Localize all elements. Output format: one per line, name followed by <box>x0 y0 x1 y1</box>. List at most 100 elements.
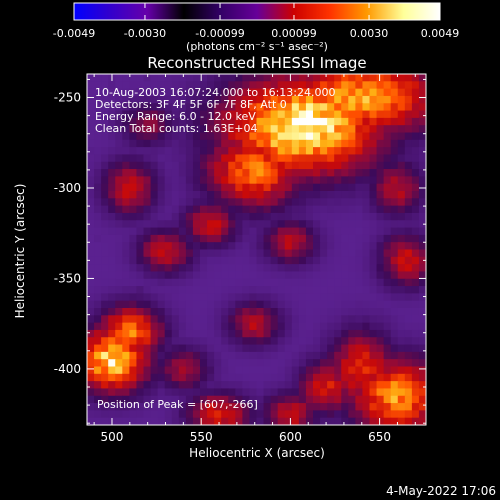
heatmap-pixel <box>143 271 152 280</box>
heatmap-pixel <box>270 169 279 177</box>
heatmap-pixel <box>150 359 159 368</box>
heatmap-pixel <box>291 329 300 338</box>
heatmap-pixel <box>284 410 293 419</box>
heatmap-pixel <box>129 278 138 287</box>
heatmap-pixel <box>228 322 236 331</box>
heatmap-pixel <box>362 286 371 294</box>
heatmap-pixel <box>390 359 399 368</box>
heatmap-pixel <box>164 249 173 258</box>
heatmap-pixel <box>320 264 328 273</box>
heatmap-pixel <box>207 286 215 294</box>
heatmap-pixel <box>242 278 251 287</box>
heatmap-pixel <box>185 366 194 375</box>
heatmap-pixel <box>235 373 243 382</box>
heatmap-pixel <box>320 286 328 294</box>
heatmap-pixel <box>249 395 258 404</box>
heatmap-pixel <box>313 198 321 207</box>
heatmap-pixel <box>418 315 426 324</box>
heatmap-pixel <box>369 81 378 90</box>
y-tick-label: -400 <box>54 362 81 376</box>
heatmap-pixel <box>129 417 138 425</box>
heatmap-pixel <box>355 300 364 309</box>
heatmap-pixel <box>214 110 222 119</box>
heatmap-pixel <box>228 286 236 294</box>
heatmap-image <box>87 74 426 425</box>
heatmap-pixel <box>228 205 236 214</box>
heatmap-pixel <box>214 300 222 309</box>
heatmap-pixel <box>192 154 201 163</box>
heatmap-pixel <box>122 264 130 273</box>
heatmap-pixel <box>171 249 180 258</box>
heatmap-pixel <box>355 417 364 425</box>
heatmap-pixel <box>94 234 102 243</box>
heatmap-pixel <box>221 264 229 273</box>
heatmap-pixel <box>291 410 300 419</box>
heatmap-pixel <box>383 308 392 316</box>
heatmap-pixel <box>129 337 138 346</box>
heatmap-pixel <box>249 74 258 82</box>
heatmap-pixel <box>157 147 166 156</box>
heatmap-pixel <box>277 300 286 309</box>
heatmap-pixel <box>214 103 222 112</box>
heatmap-pixel <box>418 403 426 411</box>
heatmap-pixel <box>355 220 364 229</box>
heatmap-pixel <box>108 81 116 90</box>
heatmap-pixel <box>207 147 215 156</box>
heatmap-pixel <box>171 395 180 404</box>
heatmap-pixel <box>383 293 392 302</box>
heatmap-pixel <box>256 410 265 419</box>
heatmap-pixel <box>277 154 286 163</box>
heatmap-pixel <box>150 227 159 236</box>
heatmap-pixel <box>185 388 194 397</box>
heatmap-pixel <box>214 95 222 104</box>
heatmap-pixel <box>327 154 335 163</box>
heatmap-pixel <box>207 176 215 185</box>
heatmap-pixel <box>122 205 130 214</box>
heatmap-pixel <box>214 249 222 258</box>
heatmap-pixel <box>122 183 130 192</box>
heatmap-pixel <box>369 315 378 324</box>
heatmap-pixel <box>334 308 342 316</box>
heatmap-pixel <box>341 198 349 207</box>
heatmap-pixel <box>164 315 173 324</box>
heatmap-pixel <box>136 117 145 126</box>
heatmap-pixel <box>256 161 265 170</box>
heatmap-pixel <box>185 278 194 287</box>
heatmap-pixel <box>228 95 236 104</box>
heatmap-pixel <box>263 147 272 156</box>
heatmap-pixel <box>348 220 356 229</box>
heatmap-pixel <box>115 220 123 229</box>
heatmap-pixel <box>298 132 307 141</box>
heatmap-pixel <box>390 351 399 360</box>
heatmap-pixel <box>376 300 385 309</box>
heatmap-pixel <box>298 154 307 163</box>
heatmap-pixel <box>157 366 166 375</box>
heatmap-pixel <box>362 220 371 229</box>
heatmap-pixel <box>369 359 378 368</box>
heatmap-pixel <box>320 74 328 82</box>
heatmap-pixel <box>115 315 123 324</box>
heatmap-pixel <box>129 242 138 251</box>
heatmap-pixel <box>143 103 152 112</box>
heatmap-pixel <box>313 95 321 104</box>
heatmap-pixel <box>192 293 201 302</box>
heatmap-pixel <box>228 381 236 390</box>
heatmap-pixel <box>228 359 236 368</box>
heatmap-pixel <box>397 81 406 90</box>
heatmap-pixel <box>108 169 116 177</box>
heatmap-pixel <box>355 125 364 134</box>
heatmap-pixel <box>221 351 229 360</box>
heatmap-pixel <box>214 234 222 243</box>
heatmap-pixel <box>200 344 208 353</box>
heatmap-pixel <box>150 308 159 316</box>
heatmap-pixel <box>108 410 116 419</box>
heatmap-pixel <box>256 417 265 425</box>
heatmap-pixel <box>164 337 173 346</box>
heatmap-pixel <box>263 366 272 375</box>
heatmap-pixel <box>122 278 130 287</box>
heatmap-pixel <box>214 381 222 390</box>
heatmap-pixel <box>390 95 399 104</box>
heatmap-pixel <box>249 403 258 411</box>
heatmap-pixel <box>362 88 371 97</box>
heatmap-pixel <box>348 139 356 148</box>
